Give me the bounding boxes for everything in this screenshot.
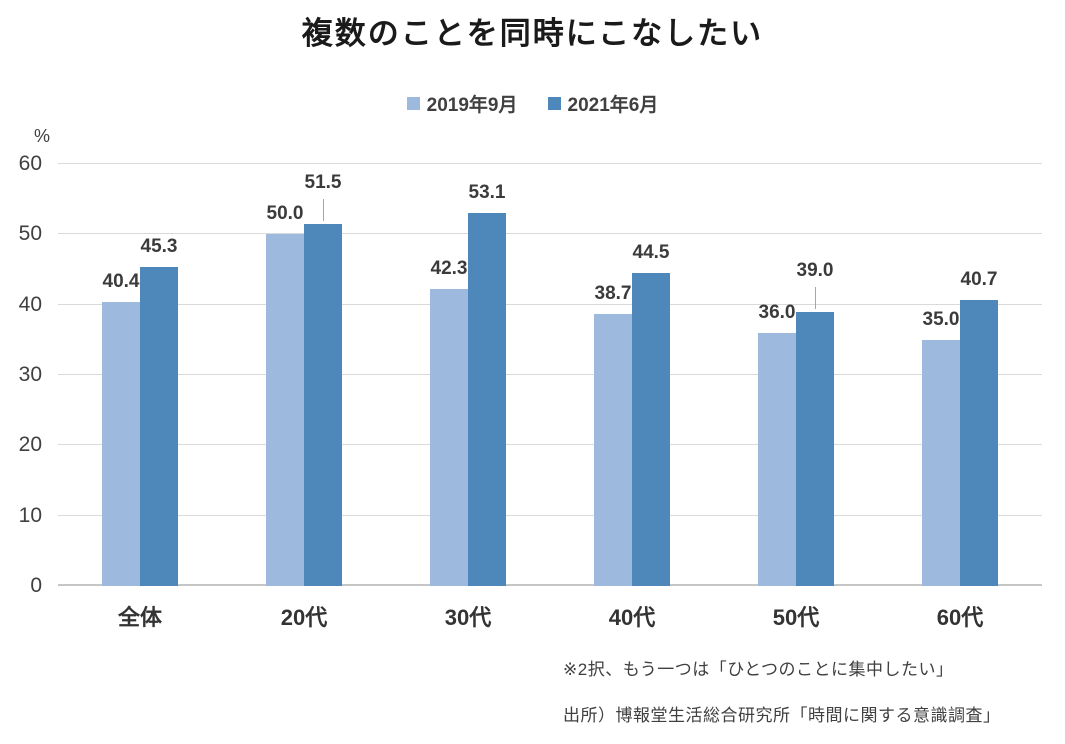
- data-label-2021年6月-20代: 51.5: [304, 171, 342, 193]
- x-label-全体: 全体: [117, 605, 162, 630]
- bar-2019年9月-40代: [594, 313, 632, 586]
- data-label-2019年9月-40代: 38.7: [594, 282, 632, 304]
- y-tick-20: 20: [18, 433, 42, 457]
- bar-2019年9月-20代: [266, 234, 304, 586]
- bar-group-40代: 38.7 44.5: [550, 164, 714, 586]
- y-tick-10: 10: [18, 503, 42, 527]
- x-label-40代: 40代: [608, 605, 656, 630]
- bar-group-20代: 50.0 51.5: [222, 164, 386, 586]
- gridline-60: [58, 163, 1042, 164]
- y-tick-40: 40: [18, 292, 42, 316]
- x-label-60代: 60代: [936, 605, 984, 630]
- data-label-2021年6月-30代: 53.1: [468, 181, 506, 203]
- x-label-50代: 50代: [772, 605, 820, 630]
- label-leader-line: [323, 198, 324, 221]
- bar-2021年6月-30代: [468, 212, 506, 586]
- y-axis-unit-label: %: [34, 126, 51, 146]
- y-tick-60: 60: [18, 152, 42, 175]
- bar-group-50代: 36.0 39.0: [714, 164, 878, 586]
- footnote-method: ※2択、もう一つは「ひとつのことに集中したい」: [563, 660, 954, 679]
- y-tick-30: 30: [18, 363, 42, 386]
- bar-2021年6月-60代: [960, 299, 998, 586]
- data-label-2021年6月-全体: 45.3: [140, 236, 178, 258]
- bar-2021年6月-40代: [632, 273, 670, 586]
- data-label-2019年9月-20代: 50.0: [266, 203, 304, 225]
- x-label-20代: 20代: [280, 605, 328, 630]
- bar-group-30代: 42.3 53.1: [386, 164, 550, 586]
- legend-label: 2019年9月: [426, 95, 518, 116]
- label-leader-line: [815, 286, 816, 309]
- y-tick-0: 0: [30, 574, 42, 597]
- data-label-2019年9月-全体: 40.4: [102, 270, 140, 292]
- gridline-20: [58, 444, 1042, 446]
- chart-legend: 2019年9月 2021年6月: [0, 90, 1065, 117]
- gridline-0: [58, 584, 1042, 586]
- plot-area: 40.4 45.3 50.0 51.5 42.3 53.1 38.7 44.5 36.0 39.0…: [58, 163, 1042, 586]
- gridline-30: [58, 374, 1042, 375]
- bar-2019年9月-50代: [758, 332, 796, 586]
- x-axis-labels: 全体 20代 30代 40代 50代 60代: [58, 600, 1042, 632]
- gridline-40: [58, 303, 1042, 305]
- bar-group-60代: 35.0 40.7: [878, 164, 1042, 586]
- y-tick-50: 50: [18, 222, 42, 246]
- data-label-2019年9月-30代: 42.3: [430, 257, 468, 279]
- data-label-2021年6月-40代: 44.5: [632, 242, 670, 264]
- legend-label: 2021年6月: [567, 95, 659, 116]
- x-label-30代: 30代: [444, 605, 492, 630]
- footnote-source: 出所）博報堂生活総合研究所「時間に関する意識調査」: [563, 706, 1001, 725]
- legend-item-1: 2021年6月: [547, 90, 659, 117]
- bar-2021年6月-50代: [796, 311, 834, 586]
- chart-title: 複数のことを同時にこなしたい: [301, 16, 764, 51]
- bar-2021年6月-20代: [304, 223, 342, 586]
- data-label-2021年6月-50代: 39.0: [796, 259, 834, 281]
- data-label-2021年6月-60代: 40.7: [960, 268, 998, 290]
- data-label-2019年9月-60代: 35.0: [922, 308, 960, 330]
- legend-swatch-icon: [547, 97, 561, 110]
- gridline-10: [58, 514, 1042, 516]
- bar-2019年9月-全体: [102, 301, 140, 586]
- y-axis-ticks: 0 10 20 30 40 50 60: [0, 153, 42, 597]
- bar-2021年6月-全体: [140, 267, 178, 586]
- data-label-2019年9月-50代: 36.0: [758, 301, 796, 323]
- legend-swatch-icon: [406, 97, 420, 110]
- legend-item-0: 2019年9月: [406, 90, 518, 117]
- bar-2019年9月-60代: [922, 339, 960, 586]
- bar-2019年9月-30代: [430, 288, 468, 586]
- bar-group-全体: 40.4 45.3: [58, 164, 222, 586]
- gridline-50: [58, 233, 1042, 235]
